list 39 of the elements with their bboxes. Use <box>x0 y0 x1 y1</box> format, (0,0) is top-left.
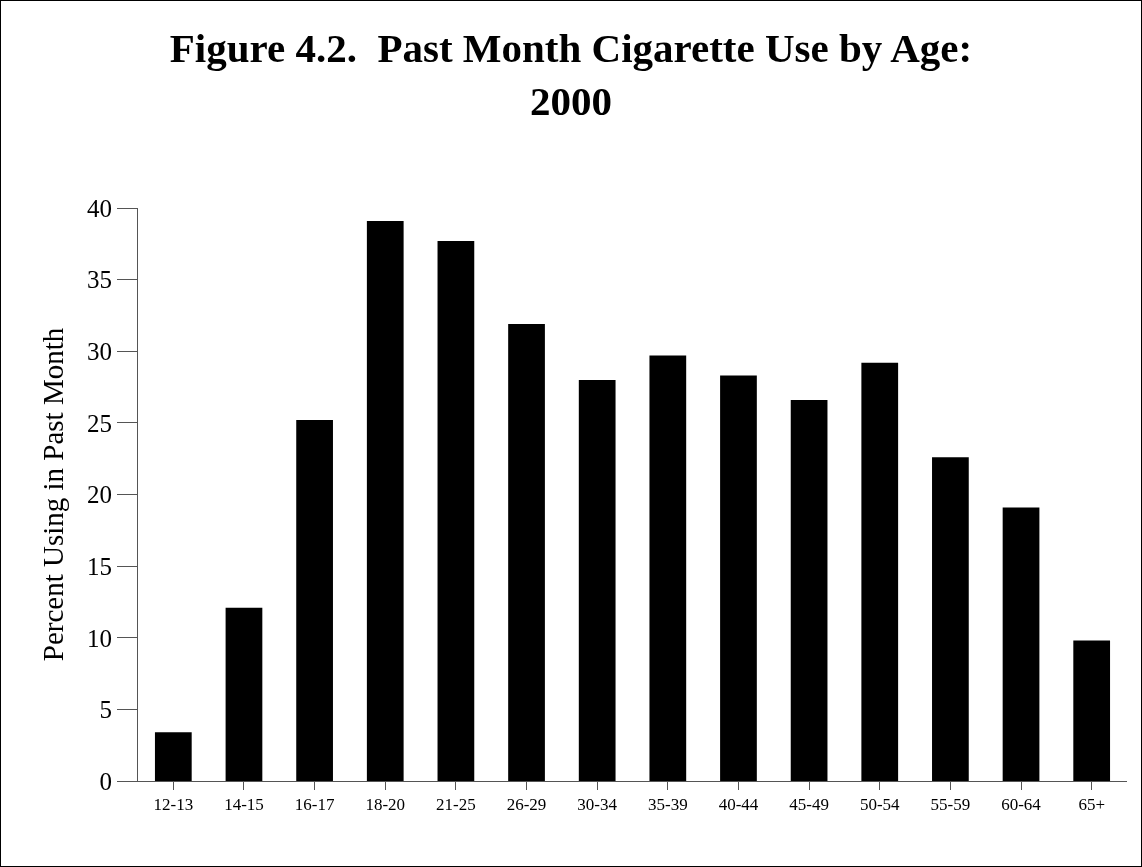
x-tick-label: 30-34 <box>577 795 618 815</box>
bar <box>296 420 333 781</box>
y-tick-label: 0 <box>99 767 112 795</box>
bar <box>225 607 263 781</box>
bar <box>790 399 828 781</box>
y-tick-label: 35 <box>87 266 112 294</box>
y-tick-label: 10 <box>87 624 112 652</box>
y-tick-label: 25 <box>87 409 112 437</box>
bar <box>508 324 545 781</box>
x-tick-label: 35-39 <box>647 795 688 815</box>
x-tick-label: 65+ <box>1078 795 1105 815</box>
x-tick-label: 12-13 <box>153 795 194 815</box>
x-tick-label: 16-17 <box>294 795 335 815</box>
x-tick-label: 21-25 <box>436 795 476 815</box>
x-tick-label: 55-59 <box>930 795 971 815</box>
x-tick-label: 18-20 <box>365 795 406 815</box>
y-tick-label: 30 <box>87 338 112 365</box>
x-tick-label: 50-54 <box>859 795 901 815</box>
chart-title: Figure 4.2. Past Month Cigarette Use by Age: 2000 <box>169 24 973 124</box>
x-tick-label: 60-64 <box>1001 795 1042 815</box>
x-tick-label: 45-49 <box>789 795 829 815</box>
bar <box>649 355 687 781</box>
x-tick-label: 26-29 <box>506 795 547 815</box>
bar <box>720 375 757 781</box>
y-tick-label: 40 <box>87 194 112 222</box>
x-tick-label: 40-44 <box>718 795 759 815</box>
bar <box>366 220 404 781</box>
y-tick-label: 20 <box>87 481 112 509</box>
y-axis-title: Percent Using in Past Month <box>37 327 70 662</box>
bar <box>861 362 899 781</box>
bar <box>578 379 616 781</box>
bar <box>437 240 475 781</box>
y-tick-label: 5 <box>99 696 112 724</box>
x-tick-label: 14-15 <box>224 795 264 815</box>
bar <box>932 457 969 781</box>
bar <box>1002 507 1040 781</box>
y-tick-label: 15 <box>87 552 112 580</box>
bar <box>1073 640 1111 781</box>
bar <box>154 732 192 781</box>
